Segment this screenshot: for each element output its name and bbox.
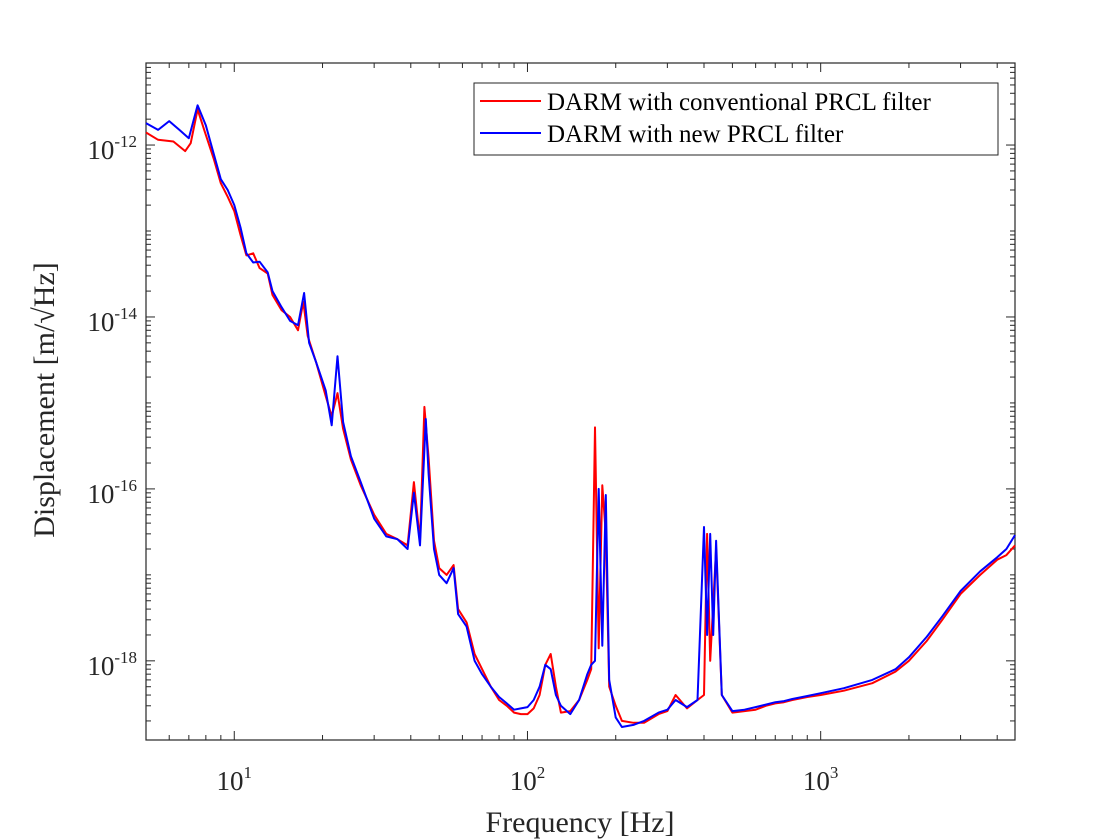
- series-lines: [145, 104, 1016, 728]
- legend-box: [473, 82, 999, 156]
- legend-label-new: DARM with new PRCL filter: [547, 121, 844, 148]
- legend-label-conventional: DARM with conventional PRCL filter: [547, 89, 931, 116]
- y-tick-label: 10-18: [87, 648, 137, 681]
- tick-labels: 101 102 103 10-12 10-14 10-16 10-18: [87, 132, 838, 796]
- legend: DARM with conventional PRCL filter DARM …: [473, 82, 999, 156]
- y-tick-label: 10-14: [87, 304, 137, 337]
- series-line-conventional: [145, 108, 1016, 724]
- y-tick-label: 10-12: [87, 132, 137, 165]
- series-line-new: [145, 104, 1016, 728]
- x-tick-label: 103: [803, 763, 839, 796]
- y-axis-title: Displacement [m/√Hz]: [28, 262, 61, 538]
- x-tick-label: 101: [217, 763, 253, 796]
- axis-ticks: [145, 62, 1015, 740]
- plot-area: [145, 62, 1016, 741]
- y-tick-label: 10-16: [87, 476, 137, 509]
- x-axis-title: Frequency [Hz]: [485, 806, 674, 839]
- x-tick-label: 102: [510, 763, 546, 796]
